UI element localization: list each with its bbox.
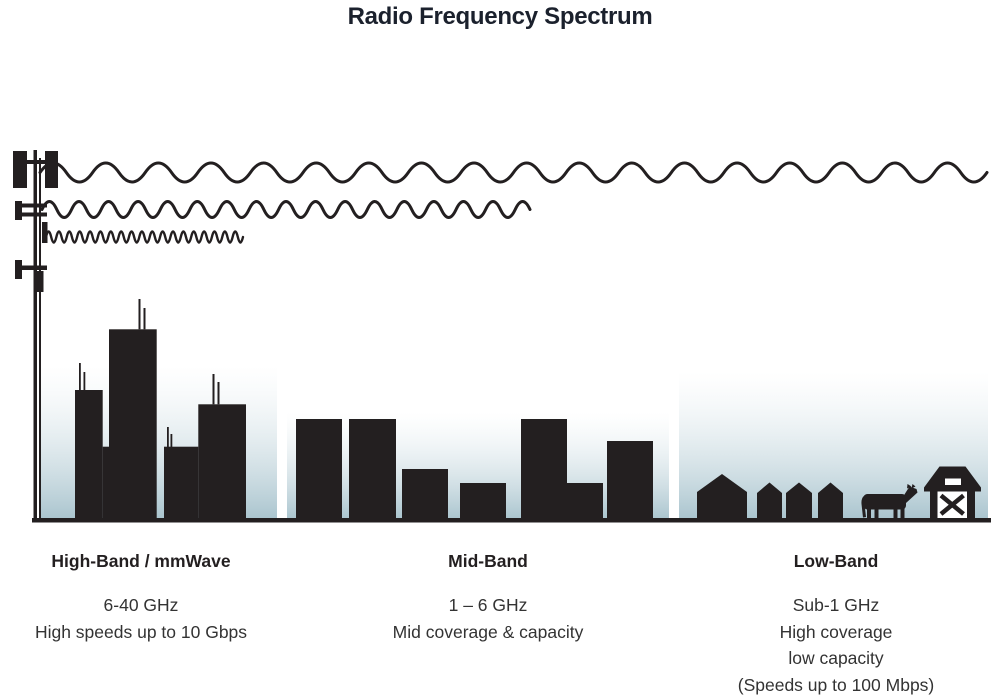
mid-band-frequency: 1 – 6 GHz	[448, 595, 528, 615]
barn-icon	[924, 466, 981, 520]
skyscraper	[198, 404, 246, 520]
high-band-description: 6-40 GHz High speeds up to 10 Gbps	[35, 592, 247, 645]
rooftop-antenna	[138, 299, 141, 330]
rooftop-antenna	[79, 363, 81, 390]
rooftop-antenna	[143, 308, 146, 330]
skyscraper	[102, 446, 109, 520]
skyscraper	[164, 446, 199, 520]
building	[402, 469, 448, 520]
high-band-frequency: 6-40 GHz	[103, 595, 179, 615]
cow-icon	[861, 484, 918, 520]
mid-frequency-wave-icon	[40, 200, 532, 219]
radio-waves	[38, 161, 989, 244]
high-band-title: High-Band / mmWave	[51, 551, 231, 571]
mid-band-description: 1 – 6 GHz Mid coverage & capacity	[393, 592, 584, 645]
mid-band-detail: Mid coverage & capacity	[392, 621, 584, 642]
skyscraper	[75, 390, 103, 520]
low-band-rural-scene	[697, 466, 981, 520]
low-band-title: Low-Band	[793, 551, 879, 571]
building	[296, 419, 342, 520]
high-frequency-wave-icon	[44, 230, 245, 244]
low-band-description: Sub-1 GHz High coverage low capacity (Sp…	[738, 592, 935, 698]
low-band-detail: High coverage	[779, 621, 893, 642]
rooftop-antenna	[212, 374, 215, 405]
house-icon	[757, 482, 782, 520]
low-band-frequency: Sub-1 GHz	[792, 595, 880, 615]
building	[349, 419, 396, 520]
spectrum-illustration	[13, 150, 991, 523]
mid-band-title: Mid-Band	[448, 551, 528, 571]
high-band-city-skyline	[75, 299, 246, 520]
skyscraper	[109, 329, 157, 520]
ground-line	[32, 518, 991, 523]
cell-tower-icon	[13, 150, 58, 520]
rooftop-antenna	[83, 372, 86, 390]
rooftop-antenna	[217, 382, 220, 405]
high-band-detail: High speeds up to 10 Gbps	[34, 621, 248, 642]
house-icon	[697, 474, 747, 520]
house-icon	[818, 482, 843, 520]
house-icon	[786, 482, 812, 520]
building	[567, 483, 603, 520]
rooftop-antenna	[167, 427, 169, 447]
building	[607, 441, 653, 520]
mid-band-town-buildings	[296, 419, 653, 520]
diagram-title: Radio Frequency Spectrum	[347, 3, 653, 30]
building	[521, 419, 567, 520]
low-band-detail: (Speeds up to 100 Mbps)	[737, 674, 935, 695]
building	[460, 483, 506, 520]
rooftop-antenna	[170, 434, 173, 447]
low-frequency-wave-icon	[38, 161, 989, 184]
low-band-detail: low capacity	[788, 648, 884, 668]
